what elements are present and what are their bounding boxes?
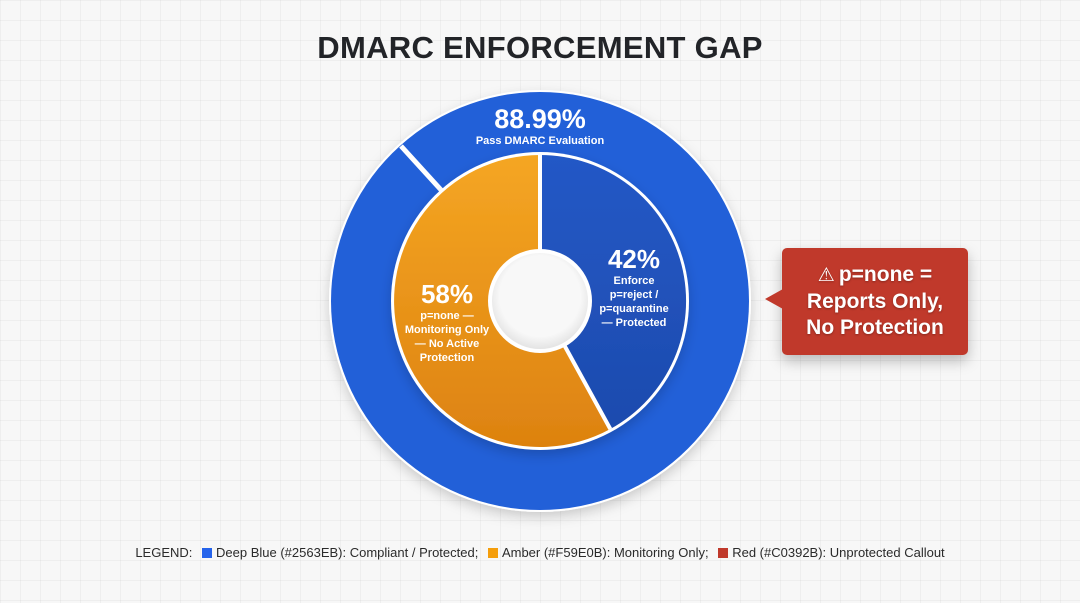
- outer-ring-divider: [399, 144, 444, 193]
- enforce-line-3: p=quarantine: [599, 303, 668, 315]
- legend-item-blue: Deep Blue (#2563EB): Compliant / Protect…: [216, 545, 479, 560]
- warning-icon: ⚠: [817, 265, 835, 286]
- legend-swatch-red: [718, 548, 729, 558]
- donut-hole: [492, 253, 588, 349]
- legend-swatch-amber: [487, 548, 498, 558]
- legend-swatch-blue: [202, 548, 213, 558]
- enforce-line-4: — Protected: [602, 317, 667, 329]
- warning-callout: ⚠ p=none = Reports Only, No Protection: [765, 248, 968, 355]
- callout-line-3: No Protection: [806, 316, 944, 339]
- monitoring-line-2: Monitoring Only: [405, 324, 490, 336]
- monitoring-line-3: — No Active: [415, 338, 479, 350]
- enforce-line-1: Enforce: [614, 275, 655, 287]
- outer-caption: Pass DMARC Evaluation: [476, 135, 605, 147]
- monitoring-line-1: p=none —: [420, 310, 473, 322]
- callout-line-2: Reports Only,: [806, 290, 944, 313]
- monitoring-value-label: 58%: [421, 279, 473, 309]
- monitoring-line-4: Protection: [420, 352, 475, 364]
- callout-line-1: p=none =: [838, 263, 933, 286]
- legend: LEGEND: Deep Blue (#2563EB): Compliant /…: [0, 545, 1080, 560]
- legend-item-amber: Amber (#F59E0B): Monitoring Only;: [501, 545, 709, 560]
- chart-title: DMARC ENFORCEMENT GAP: [317, 30, 763, 65]
- outer-value-label: 88.99%: [494, 104, 586, 134]
- enforce-line-2: p=reject /: [610, 289, 659, 301]
- slice-enforce[interactable]: [540, 154, 687, 429]
- enforce-value-label: 42%: [608, 244, 660, 274]
- legend-item-red: Red (#C0392B): Unprotected Callout: [732, 545, 945, 560]
- legend-label: LEGEND:: [135, 545, 193, 560]
